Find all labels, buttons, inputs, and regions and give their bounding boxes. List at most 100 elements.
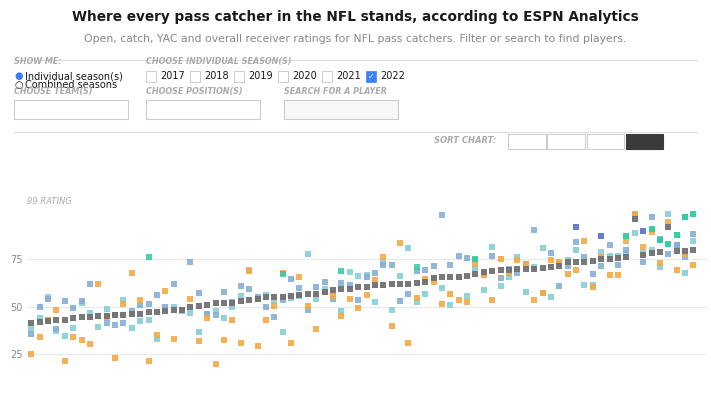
Point <box>68 325 79 331</box>
Point <box>360 283 373 290</box>
Point <box>101 306 112 312</box>
Point <box>545 257 557 263</box>
Text: Combined seasons: Combined seasons <box>25 80 117 91</box>
Point <box>260 303 272 310</box>
Point <box>227 317 238 324</box>
Point <box>537 289 548 296</box>
Point <box>671 242 683 248</box>
Point <box>235 283 247 289</box>
Point <box>143 301 154 307</box>
Point <box>227 304 238 310</box>
Point <box>151 308 163 315</box>
Point <box>243 268 255 274</box>
Point <box>260 294 272 301</box>
Point <box>176 306 188 313</box>
Point <box>260 316 272 323</box>
Point <box>227 300 238 306</box>
Point <box>654 236 665 242</box>
Point <box>411 264 422 270</box>
Point <box>428 279 439 285</box>
Point <box>486 243 498 250</box>
Point <box>252 343 263 349</box>
Point <box>545 293 557 300</box>
Point <box>428 263 439 270</box>
Point <box>109 312 121 318</box>
Point <box>503 270 515 277</box>
Point <box>176 308 188 314</box>
Point <box>360 274 373 281</box>
Text: Where every pass catcher in the NFL stands, according to ESPN Analytics: Where every pass catcher in the NFL stan… <box>72 10 639 24</box>
Point <box>461 273 473 279</box>
Text: ∨: ∨ <box>117 104 124 115</box>
Text: SORT CHART:: SORT CHART: <box>434 136 496 145</box>
Point <box>579 238 590 245</box>
Point <box>671 231 683 238</box>
Point <box>336 286 347 293</box>
Point <box>327 289 338 295</box>
Point <box>201 302 213 308</box>
Point <box>160 305 171 311</box>
Point <box>554 261 565 268</box>
Point <box>486 268 498 274</box>
Point <box>621 254 632 260</box>
Text: 2022: 2022 <box>380 71 405 81</box>
Point <box>84 314 95 320</box>
Point <box>269 297 280 304</box>
Point <box>50 328 62 334</box>
Point <box>92 312 104 319</box>
Point <box>629 210 641 217</box>
Point <box>50 307 62 313</box>
Point <box>84 341 95 347</box>
Point <box>336 312 347 319</box>
Point <box>528 226 540 233</box>
Point <box>612 272 624 278</box>
Point <box>269 294 280 301</box>
Point <box>302 291 314 298</box>
Point <box>537 265 548 271</box>
Point <box>59 298 70 304</box>
Point <box>437 274 448 280</box>
Point <box>319 285 331 292</box>
Point <box>210 300 221 306</box>
Point <box>168 281 179 287</box>
Point <box>210 308 221 314</box>
Point <box>201 314 213 321</box>
Point <box>369 299 380 306</box>
Point <box>453 252 464 259</box>
Point <box>570 247 582 254</box>
Point <box>402 245 414 251</box>
Point <box>663 241 674 247</box>
Point <box>537 290 548 297</box>
Point <box>311 291 322 297</box>
Point <box>470 257 481 263</box>
Point <box>520 262 532 268</box>
Point <box>654 249 665 256</box>
Point <box>168 336 179 342</box>
Point <box>638 250 649 256</box>
Point <box>663 224 674 230</box>
Point <box>596 254 607 260</box>
Point <box>453 297 464 303</box>
Point <box>34 303 46 310</box>
Text: SEARCH FOR A PLAYER: SEARCH FOR A PLAYER <box>284 87 387 96</box>
Text: ∨: ∨ <box>248 104 255 115</box>
Point <box>386 261 397 268</box>
Text: ○: ○ <box>14 80 23 91</box>
Point <box>109 312 121 318</box>
Point <box>68 314 79 321</box>
Point <box>612 262 624 269</box>
Point <box>126 270 137 276</box>
Point <box>302 303 314 309</box>
Text: YAC: YAC <box>598 137 613 146</box>
Point <box>118 320 129 327</box>
Point <box>554 262 565 269</box>
Point <box>386 307 397 313</box>
Point <box>604 272 615 279</box>
Point <box>201 311 213 317</box>
Point <box>663 251 674 257</box>
Point <box>260 292 272 298</box>
Text: SHOW ME:: SHOW ME: <box>14 56 62 66</box>
Point <box>285 276 296 282</box>
Point <box>285 293 296 299</box>
Point <box>185 296 196 303</box>
